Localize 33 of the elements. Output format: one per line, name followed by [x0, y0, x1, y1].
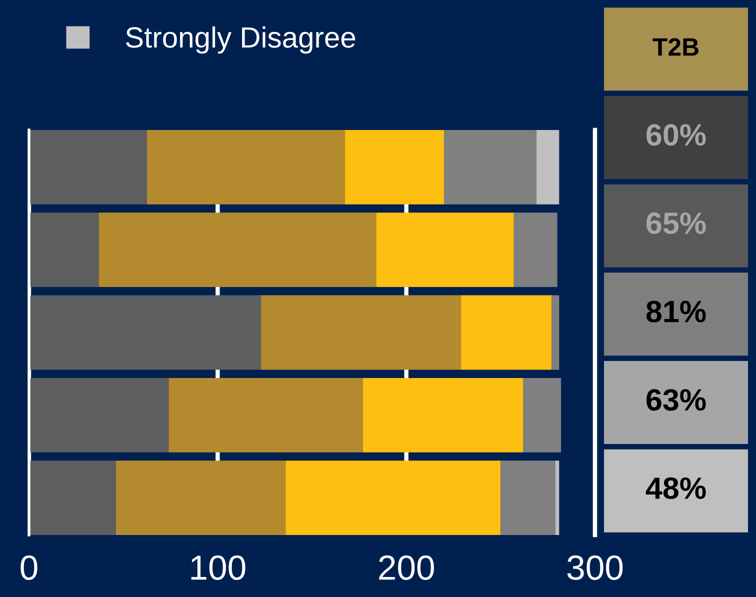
text: T2B: [652, 38, 698, 56]
bar: [116, 460, 286, 535]
bar: [523, 378, 562, 452]
bar: [29, 295, 262, 370]
x-tick-label: 100: [191, 555, 246, 580]
bar: [29, 460, 116, 535]
bar: [29, 130, 147, 204]
x-tick-label: 0: [20, 555, 38, 580]
bar: [29, 378, 169, 452]
text: 65%: [646, 212, 706, 234]
text: 60%: [646, 124, 706, 146]
legend-label: Strongly Disagree: [126, 26, 356, 54]
bar: [168, 378, 363, 452]
x-tick-label: 200: [379, 555, 434, 580]
bar: [376, 212, 514, 288]
bar: [286, 460, 501, 535]
bar: [555, 460, 560, 535]
bar: [345, 130, 444, 204]
bar: [552, 295, 560, 370]
text: 81%: [646, 300, 706, 322]
text: 63%: [646, 389, 706, 411]
bar: [261, 295, 462, 370]
bar: [98, 212, 376, 288]
bar: [500, 460, 556, 535]
bar: [536, 130, 560, 204]
bar: [461, 295, 552, 370]
bar: [514, 212, 558, 288]
bar: [362, 378, 524, 452]
text: 48%: [646, 477, 706, 500]
bar: [29, 212, 99, 288]
bar: [146, 130, 346, 204]
x-tick-label: 300: [567, 555, 623, 580]
bar: [444, 130, 537, 204]
